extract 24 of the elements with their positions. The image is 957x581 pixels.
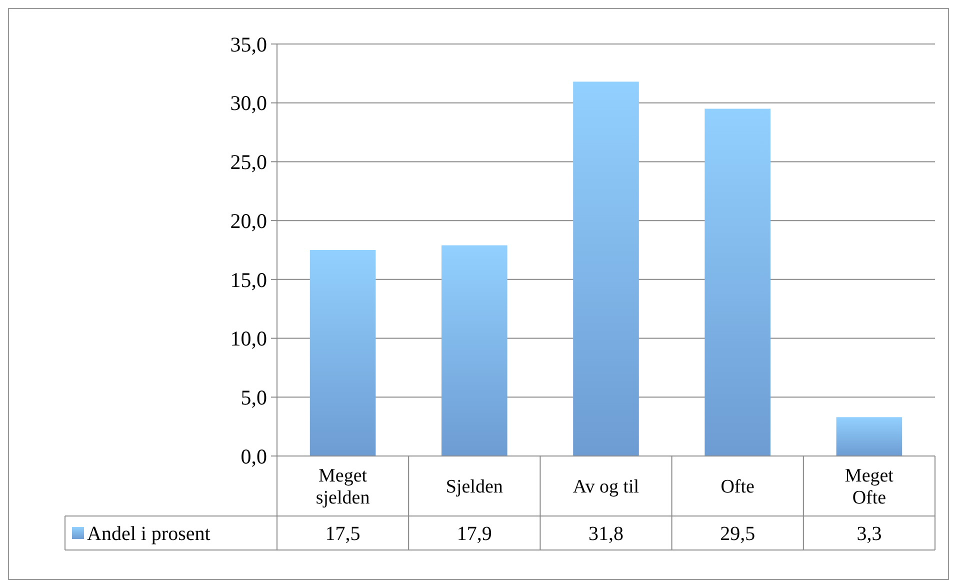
x-tick-label: Meget sjelden: [316, 466, 370, 509]
y-tick-label: 15,0: [230, 268, 267, 292]
data-label: 3,3: [856, 523, 882, 545]
y-tick-label: 20,0: [230, 208, 267, 233]
y-tick-label: 0,0: [240, 444, 267, 468]
legend-label: Andel i prosent: [87, 523, 211, 545]
bar: [836, 417, 902, 456]
data-label: 29,5: [720, 523, 756, 545]
bar: [573, 82, 639, 456]
x-tick-label: Meget Ofte: [844, 466, 894, 509]
bar: [310, 250, 376, 456]
y-tick-label: 25,0: [230, 150, 267, 174]
x-tick-label: Sjelden: [446, 476, 504, 498]
x-tick-label: Av og til: [572, 476, 640, 498]
y-tick-label: 35,0: [230, 32, 267, 56]
bar: [704, 108, 770, 456]
data-label: 17,5: [325, 523, 360, 545]
y-tick-label: 5,0: [240, 385, 267, 410]
data-label: 31,8: [588, 523, 624, 545]
y-tick-label: 30,0: [230, 91, 267, 116]
bar: [442, 245, 508, 456]
y-tick-label: 10,0: [230, 326, 267, 351]
x-tick-label: Ofte: [720, 476, 754, 498]
data-label: 17,9: [456, 523, 492, 545]
